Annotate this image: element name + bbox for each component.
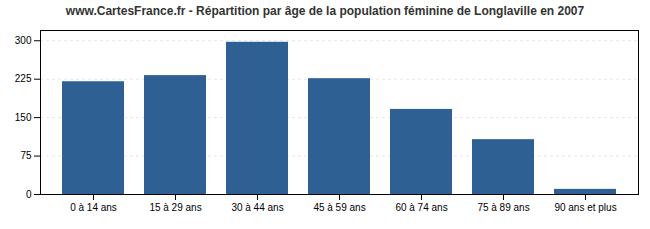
html-text:www.CartesFrance.fr - Répartit: www.CartesFrance.fr - Répartition par âg… [65, 4, 585, 18]
svg-text:0 à 14 ans: 0 à 14 ans [70, 202, 117, 213]
svg-text:225: 225 [15, 73, 32, 84]
svg-text:75: 75 [20, 150, 32, 161]
svg-text:60 à 74 ans: 60 à 74 ans [395, 202, 447, 213]
svg-text:0: 0 [26, 189, 32, 200]
svg-text:15 à 29 ans: 15 à 29 ans [149, 202, 201, 213]
svg-text:150: 150 [15, 112, 32, 123]
svg-text:300: 300 [15, 35, 32, 46]
svg-text:90 ans et plus: 90 ans et plus [554, 202, 616, 213]
svg-text:45 à 59 ans: 45 à 59 ans [313, 202, 365, 213]
svg-text:30 à 44 ans: 30 à 44 ans [231, 202, 283, 213]
svg-text:75 à 89 ans: 75 à 89 ans [477, 202, 529, 213]
